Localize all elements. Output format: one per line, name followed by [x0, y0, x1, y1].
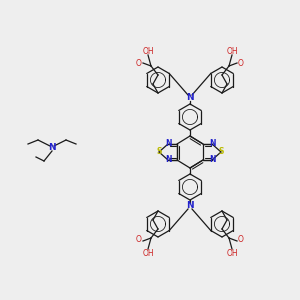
Text: N: N: [209, 155, 215, 164]
Text: OH: OH: [142, 248, 154, 257]
Text: S: S: [218, 148, 224, 157]
Text: O: O: [136, 59, 142, 68]
Text: O: O: [238, 59, 244, 68]
Text: N: N: [186, 202, 194, 211]
Text: S: S: [156, 148, 162, 157]
Text: OH: OH: [226, 248, 238, 257]
Text: OH: OH: [142, 46, 154, 56]
Text: N: N: [165, 155, 171, 164]
Text: N: N: [165, 140, 171, 148]
Text: N: N: [48, 143, 56, 152]
Text: O: O: [238, 236, 244, 244]
Text: OH: OH: [226, 46, 238, 56]
Text: N: N: [209, 140, 215, 148]
Text: N: N: [186, 94, 194, 103]
Text: O: O: [136, 236, 142, 244]
